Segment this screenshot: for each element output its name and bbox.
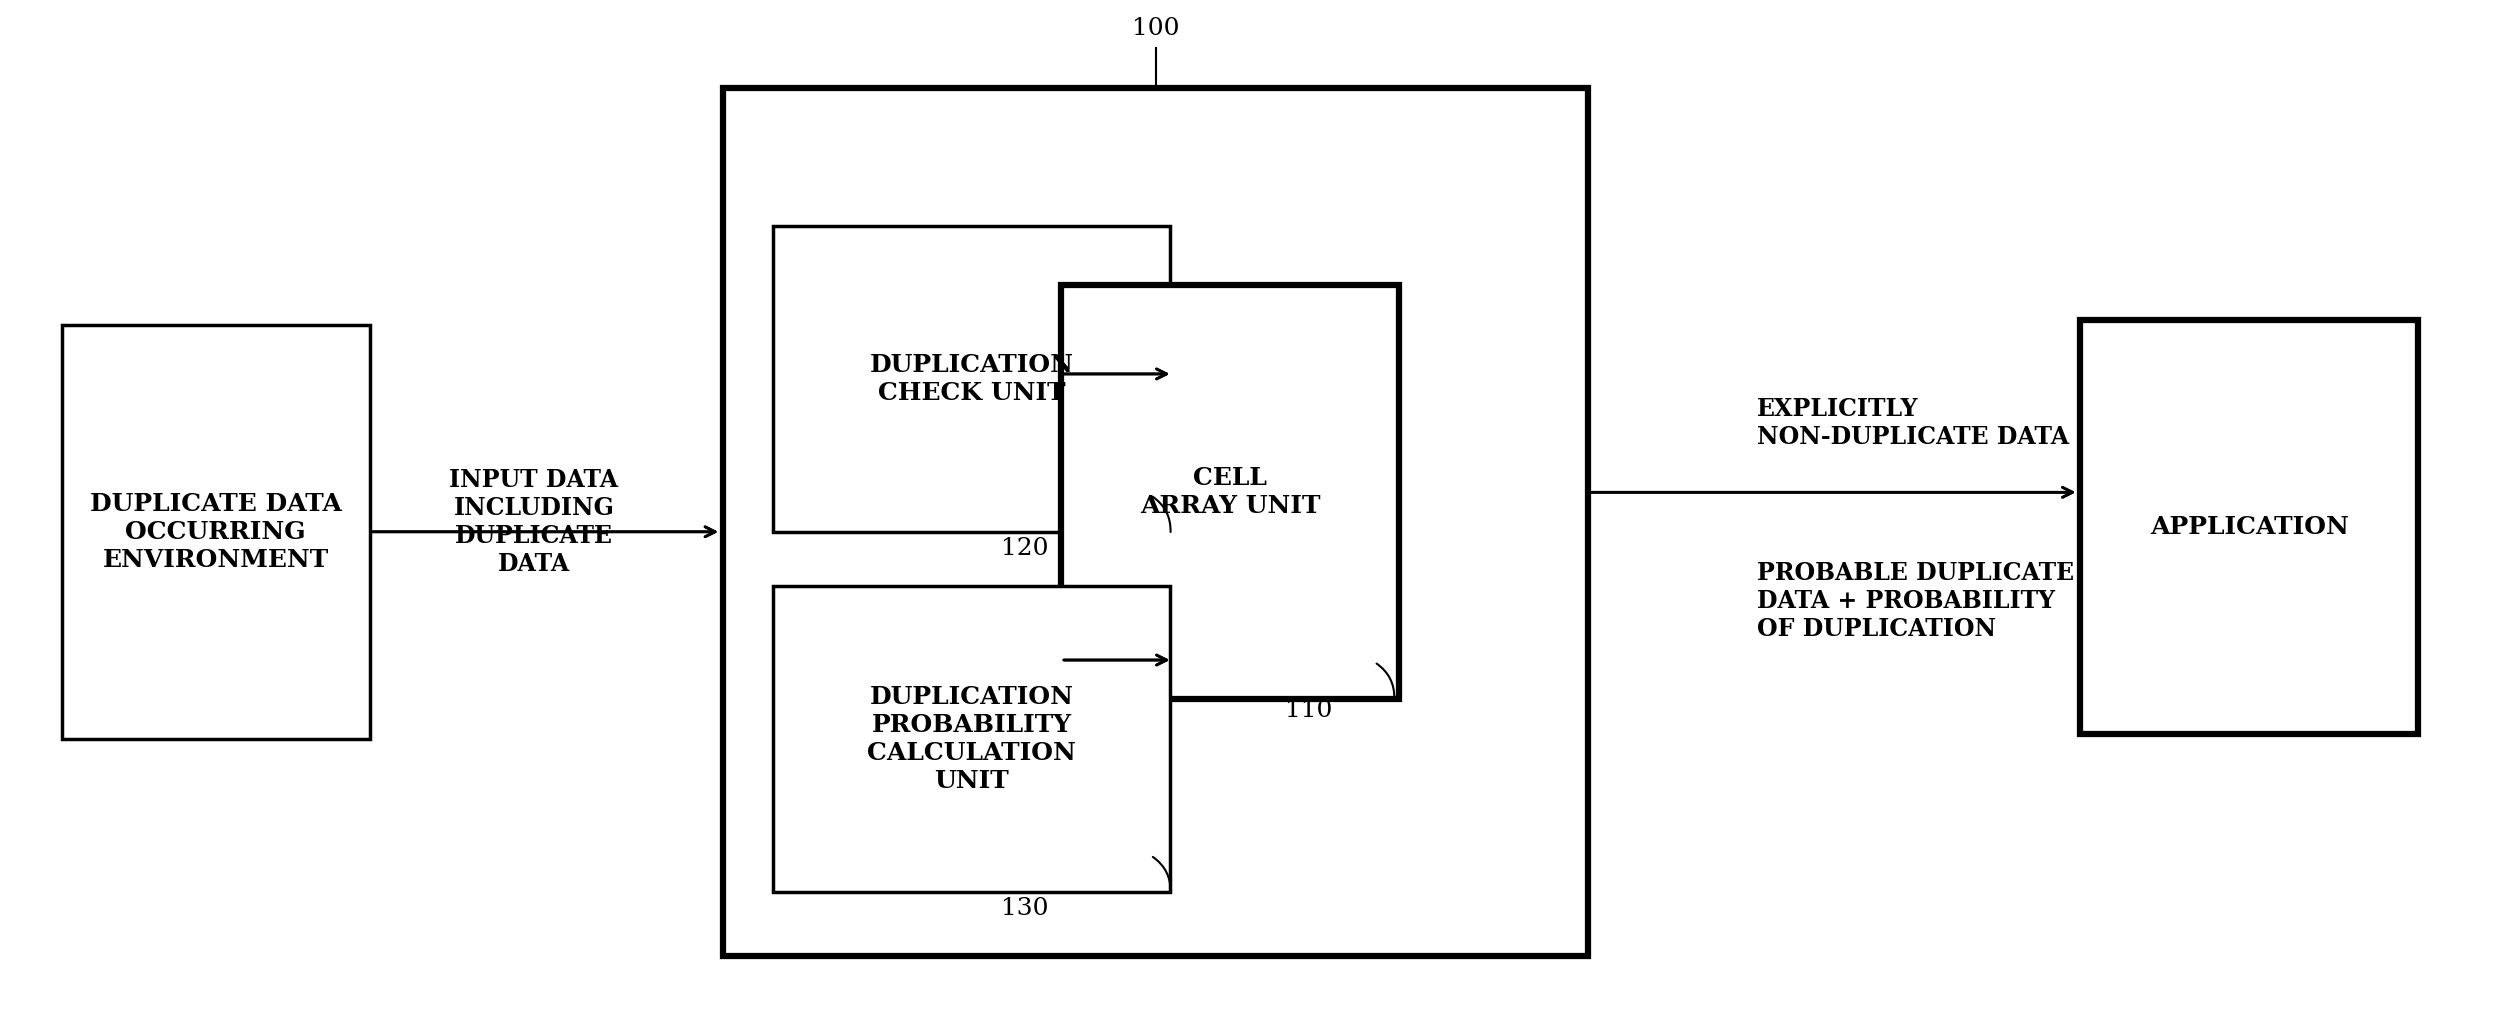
- Text: DUPLICATE DATA
OCCURRING
ENVIRONMENT: DUPLICATE DATA OCCURRING ENVIRONMENT: [90, 492, 342, 572]
- Text: PROBABLE DUPLICATE
DATA + PROBABILITY
OF DUPLICATION: PROBABLE DUPLICATE DATA + PROBABILITY OF…: [1757, 561, 2074, 641]
- Text: 130: 130: [1001, 897, 1048, 920]
- Text: APPLICATION: APPLICATION: [2149, 515, 2349, 539]
- Text: EXPLICITLY
NON-DUPLICATE DATA: EXPLICITLY NON-DUPLICATE DATA: [1757, 397, 2069, 449]
- Bar: [774, 586, 1171, 892]
- Text: DUPLICATION
PROBABILITY
CALCULATION
UNIT: DUPLICATION PROBABILITY CALCULATION UNIT: [866, 685, 1076, 793]
- Text: 110: 110: [1285, 700, 1333, 722]
- Text: DUPLICATION
CHECK UNIT: DUPLICATION CHECK UNIT: [869, 353, 1073, 405]
- Bar: [62, 325, 369, 739]
- Bar: [2079, 320, 2419, 734]
- Bar: [774, 226, 1171, 531]
- Bar: [1061, 285, 1400, 700]
- Bar: [724, 88, 1587, 956]
- Text: INPUT DATA
INCLUDING
DUPLICATE
DATA: INPUT DATA INCLUDING DUPLICATE DATA: [449, 469, 619, 576]
- Text: 120: 120: [1001, 537, 1048, 559]
- Text: 100: 100: [1131, 18, 1178, 40]
- Text: CELL
ARRAY UNIT: CELL ARRAY UNIT: [1141, 466, 1320, 518]
